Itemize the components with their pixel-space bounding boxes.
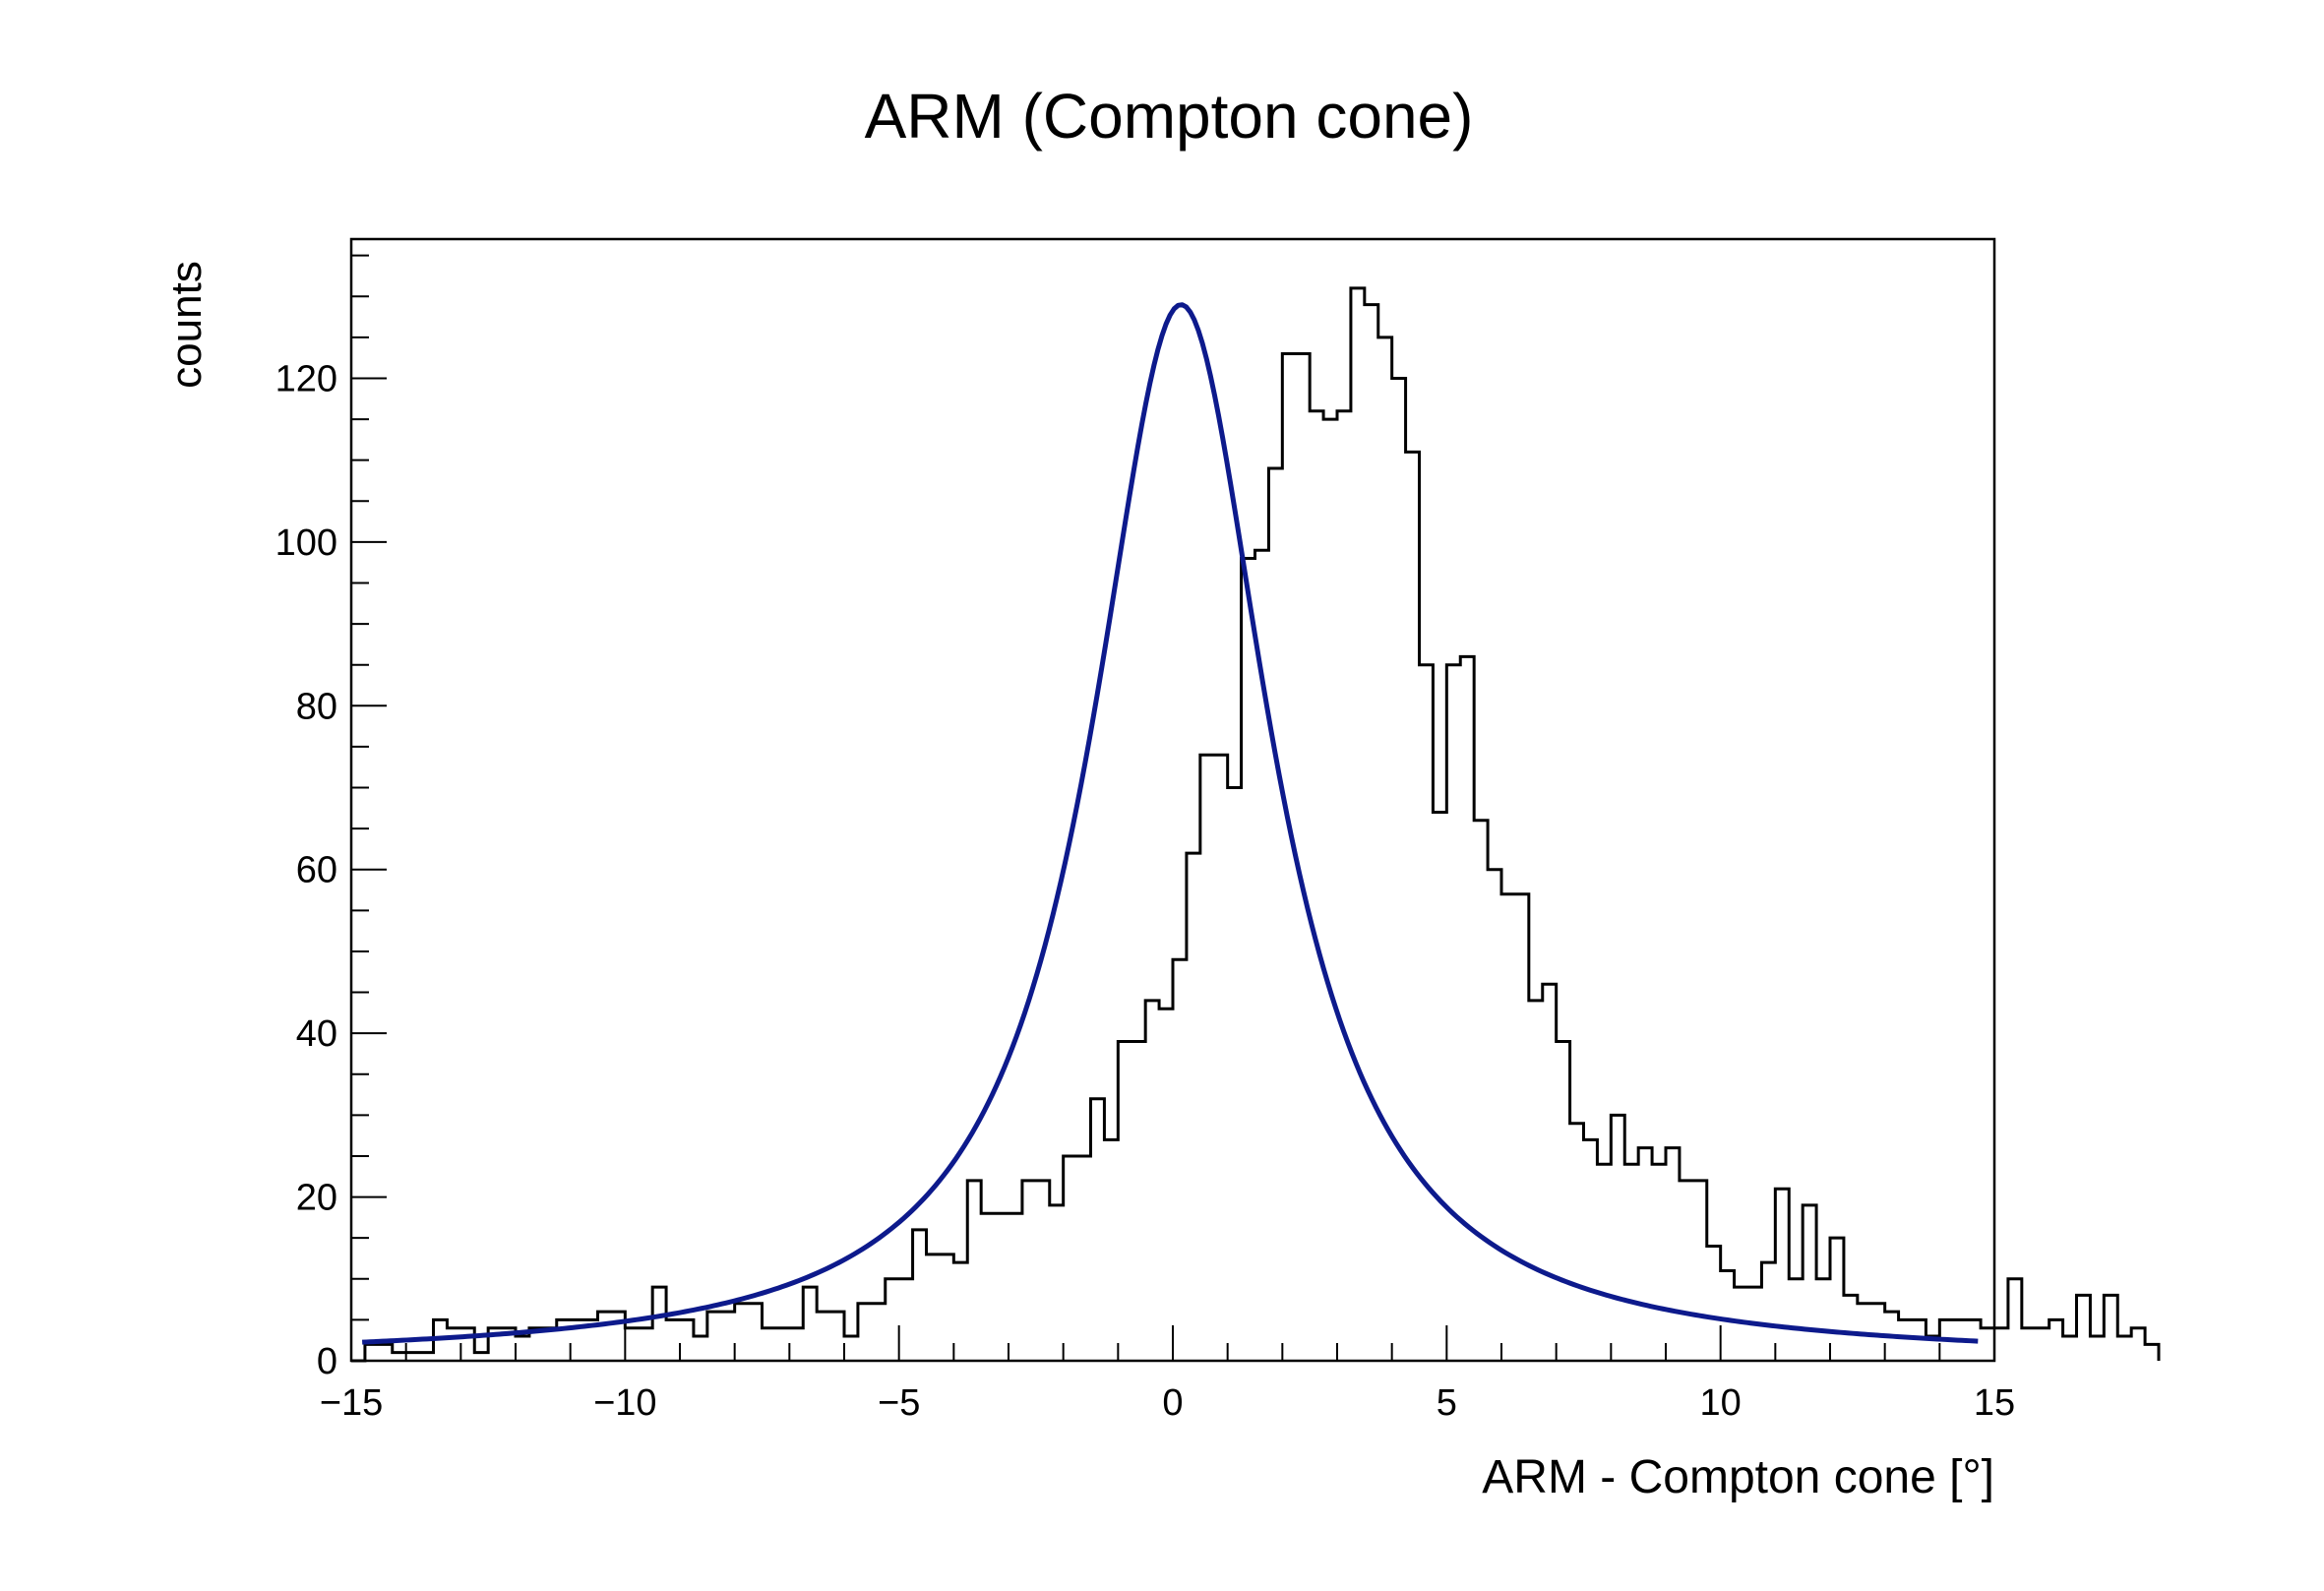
x-axis-label: ARM - Compton cone [°] — [1482, 1451, 1994, 1503]
x-tick-label: 5 — [1437, 1382, 1457, 1424]
y-tick-label: 20 — [296, 1178, 337, 1219]
y-tick-label: 60 — [296, 850, 337, 891]
x-tick-label: −10 — [593, 1382, 656, 1424]
y-axis-label: counts — [162, 261, 211, 389]
y-tick-label: 120 — [275, 358, 337, 399]
y-tick-label: 100 — [275, 522, 337, 564]
x-tick-label: 15 — [1974, 1382, 2015, 1424]
fit-curve — [362, 302, 1979, 1345]
x-tick-label: −15 — [320, 1382, 383, 1424]
y-tick-label: 80 — [296, 686, 337, 727]
histogram-outline — [351, 286, 2161, 1363]
x-tick-label: −5 — [878, 1382, 920, 1424]
x-tick-label: 10 — [1700, 1382, 1742, 1424]
plot-layer: −15 −10 −5 0 5 10 15 0 20 40 60 80 100 120 — [275, 237, 2161, 1424]
y-tick-label: 40 — [296, 1013, 337, 1055]
x-tick-label: 0 — [1162, 1382, 1183, 1424]
y-axis-label-group: counts — [162, 261, 211, 389]
y-tick-label: 0 — [317, 1341, 337, 1382]
chart-title: ARM (Compton cone) — [865, 81, 1474, 152]
